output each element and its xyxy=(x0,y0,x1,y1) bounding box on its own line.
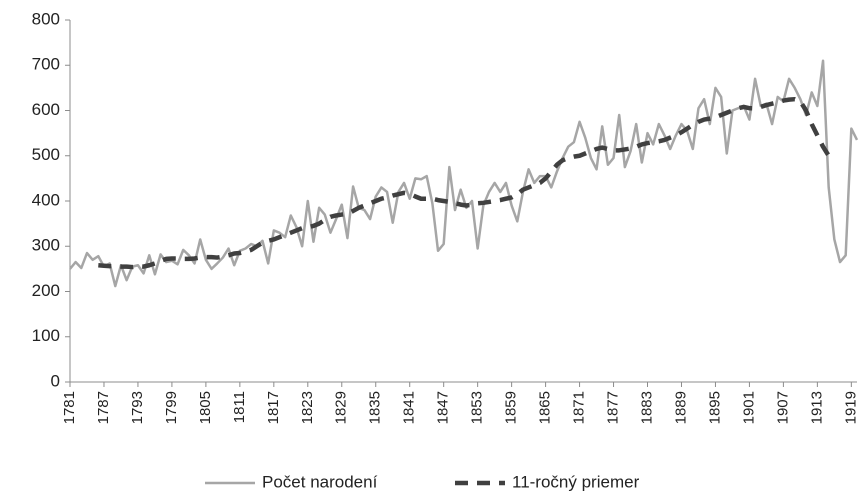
x-tick-label: 1847 xyxy=(435,391,452,424)
y-tick-label: 300 xyxy=(32,236,60,255)
x-tick-label: 1889 xyxy=(672,391,689,424)
y-tick-label: 100 xyxy=(32,326,60,345)
data-line xyxy=(69,59,859,288)
x-tick-label: 1865 xyxy=(537,391,554,424)
x-tick-label: 1787 xyxy=(95,391,112,424)
x-tick-label: 1919 xyxy=(842,391,859,424)
x-tick-label: 1823 xyxy=(299,391,316,424)
legend-label: Počet narodení xyxy=(262,472,378,491)
x-tick-label: 1913 xyxy=(808,391,825,424)
x-tick-label: 1835 xyxy=(367,391,384,424)
y-tick-label: 700 xyxy=(32,55,60,74)
x-tick-label: 1859 xyxy=(503,391,520,424)
y-tick-label: 800 xyxy=(32,9,60,28)
x-tick-label: 1781 xyxy=(61,391,78,424)
y-tick-label: 200 xyxy=(32,281,60,300)
x-tick-label: 1883 xyxy=(638,391,655,424)
legend-label: 11-ročný priemer xyxy=(512,472,640,491)
x-tick-label: 1871 xyxy=(571,391,588,424)
y-tick-label: 500 xyxy=(32,145,60,164)
x-tick-label: 1901 xyxy=(740,391,757,424)
x-tick-label: 1829 xyxy=(333,391,350,424)
x-tick-label: 1817 xyxy=(265,391,282,424)
x-tick-label: 1895 xyxy=(706,391,723,424)
y-tick-label: 400 xyxy=(32,190,60,209)
x-tick-label: 1799 xyxy=(163,391,180,424)
x-tick-label: 1853 xyxy=(469,391,486,424)
x-tick-label: 1805 xyxy=(197,391,214,424)
mean-line xyxy=(98,96,831,270)
x-tick-label: 1877 xyxy=(605,391,622,424)
y-tick-label: 0 xyxy=(51,371,60,390)
x-tick-label: 1841 xyxy=(401,391,418,424)
x-tick-label: 1907 xyxy=(774,391,791,424)
x-tick-label: 1811 xyxy=(231,391,248,423)
y-tick-label: 600 xyxy=(32,100,60,119)
x-tick-label: 1793 xyxy=(129,391,146,424)
